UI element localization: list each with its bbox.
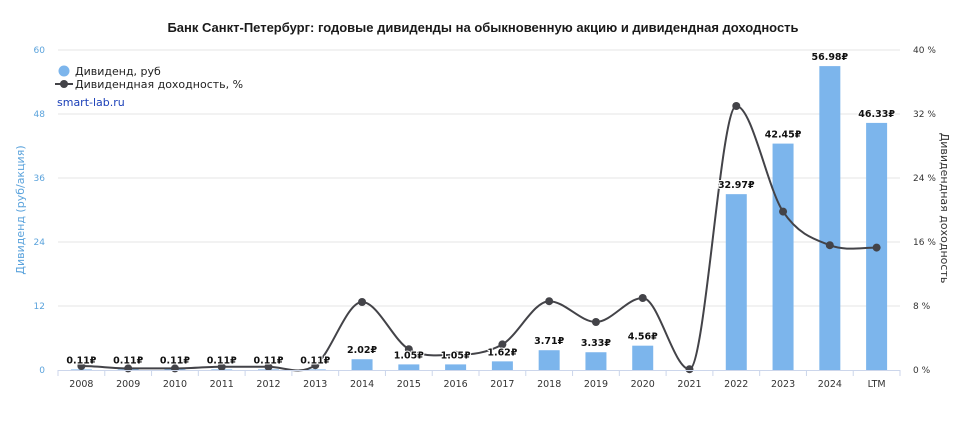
line-points [77,102,881,374]
line-point [311,361,320,370]
line-point [591,318,600,326]
line-point [451,350,460,359]
bar [491,361,513,370]
bar [772,143,794,370]
left-tick-label: 36 [34,174,46,184]
x-tick-label: 2010 [163,379,187,390]
bar-data-label: 0.11₽ [66,355,96,366]
bar [445,364,467,370]
line-point [825,241,834,250]
legend-item-dividend[interactable]: Дивиденд, руб [58,65,162,78]
line-point [638,294,647,302]
x-tick-label: 2018 [537,379,561,390]
right-tick-label: 24 % [913,174,936,184]
x-tick-label: 2012 [256,379,280,390]
left-axis-ticks: 0 12 24 36 48 60 [34,46,46,376]
legend-bar-marker [58,65,70,77]
legend-point-marker [60,80,68,88]
line-point [872,243,881,252]
bar-data-label: 42.45₽ [765,130,802,141]
right-tick-label: 32 % [913,110,936,120]
x-tick-label: 2016 [444,379,468,390]
line-point [685,365,694,374]
left-axis-title: Дивиденд (руб/акция) [14,145,27,274]
bar-data-label: 2.02₽ [347,345,377,356]
x-tick-label: 2019 [584,379,608,390]
bar [725,194,747,370]
bar-data-label: 56.98₽ [811,52,848,63]
bar-data-label: 1.62₽ [487,347,517,358]
line-point [264,362,273,371]
line-point [358,298,367,306]
bar [632,345,654,370]
chart-title: Банк Санкт-Петербург: годовые дивиденды … [167,20,798,35]
line-point [545,297,554,306]
x-tick-label: 2023 [771,379,795,390]
line-point [217,362,226,371]
x-axis-ticks: 2008 2009 2010 2011 2012 2013 2014 2015 2016 2017… [57,370,901,390]
bar [819,66,841,371]
x-tick-label: 2021 [677,379,701,390]
bar-data-label: 0.11₽ [113,355,143,366]
right-axis-ticks: 0 % 8 % 16 % 24 % 32 % 40 % [913,46,936,376]
x-tick-label: 2022 [724,379,748,390]
right-tick-label: 8 % [913,302,931,312]
x-tick-label: 2024 [818,379,842,390]
right-tick-label: 0 % [913,366,931,376]
bar [351,359,373,370]
right-tick-label: 16 % [913,238,936,248]
line-point [732,102,741,110]
legend-item-yield[interactable]: Дивидендная доходность, % [55,78,243,91]
bar-series-dividend [70,66,888,371]
bar-data-label: 3.33₽ [581,338,611,349]
bar-data-label: 1.05₽ [394,350,424,361]
legend[interactable]: Дивиденд, руб Дивидендная доходность, % [55,65,243,91]
left-tick-label: 24 [34,238,46,248]
right-axis-title: Дивидендная доходность [938,133,951,284]
x-tick-label: 2011 [210,379,234,390]
bar [538,350,560,370]
x-tick-label: 2015 [397,379,421,390]
line-series-yield [81,104,877,372]
bar [585,352,607,370]
legend-label-yield: Дивидендная доходность, % [75,78,243,91]
bar [304,369,326,370]
left-tick-label: 0 [39,366,45,376]
bar-data-label: 0.11₽ [207,355,237,366]
line-point [779,207,788,216]
right-tick-label: 40 % [913,46,936,56]
line-point [77,362,86,370]
x-tick-label: 2009 [116,379,140,390]
bar-data-label: 0.11₽ [253,355,283,366]
x-tick-label: LTM [868,379,886,390]
bar-data-label: 1.05₽ [441,350,471,361]
x-tick-label: 2020 [631,379,655,390]
legend-label-dividend: Дивиденд, руб [75,65,161,78]
line-point [404,345,413,354]
bar-data-label: 32.97₽ [718,180,755,191]
bar-data-label: 0.11₽ [160,355,190,366]
line-point [498,340,507,349]
bar-data-label: 3.71₽ [534,336,564,347]
x-tick-label: 2008 [69,379,93,390]
left-tick-label: 60 [34,46,46,56]
x-tick-label: 2017 [490,379,514,390]
credit-link[interactable]: smart-lab.ru [57,96,125,109]
x-tick-label: 2014 [350,379,374,390]
gridlines [58,49,900,307]
bar-data-label: 4.56₽ [628,332,658,343]
bar-data-label: 46.33₽ [858,109,895,120]
x-tick-label: 2013 [303,379,327,390]
bar [398,364,420,370]
left-tick-label: 12 [34,302,45,312]
bar-data-labels: 0.11₽ 0.11₽ 0.11₽ 0.11₽ 0.11₽ 0.11₽ 2.02₽ 1.05₽… [65,51,896,367]
left-tick-label: 48 [34,110,46,120]
bar-data-label: 0.11₽ [300,355,330,366]
